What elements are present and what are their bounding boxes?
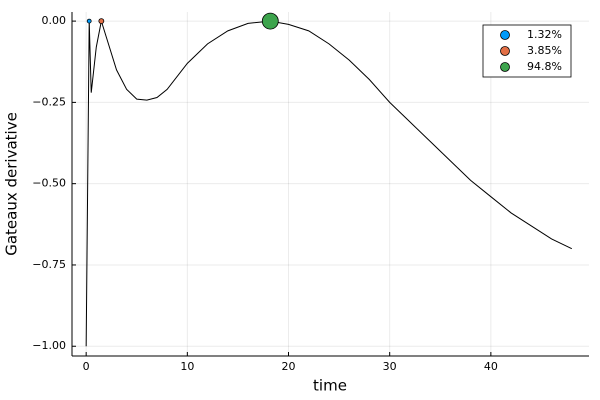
line: [85, 20, 573, 347]
y-tick-label: 0.00: [42, 14, 67, 27]
y-axis-label: Gateaux derivative: [3, 112, 21, 256]
y-tick-label: −0.25: [32, 95, 66, 108]
x-tick-label: 0: [83, 360, 90, 373]
legend-label: 94.8%: [527, 60, 562, 73]
x-tick-label: 40: [484, 360, 498, 373]
y-tick-label: −0.50: [32, 177, 66, 190]
y-tick-label: −0.75: [32, 258, 66, 271]
x-tick-label: 30: [383, 360, 397, 373]
x-tick-label: 20: [282, 360, 296, 373]
x-tick-label: 10: [180, 360, 194, 373]
legend-box: [482, 24, 572, 78]
point: [86, 18, 92, 24]
point: [98, 18, 105, 25]
point: [261, 12, 279, 30]
legend-label: 1.32%: [527, 28, 562, 41]
x-axis-label: time: [313, 377, 347, 395]
legend-marker: [500, 62, 510, 72]
legend-marker: [500, 46, 510, 56]
y-tick-label: −1.00: [32, 339, 66, 352]
legend-marker: [500, 30, 510, 40]
legend-label: 3.85%: [527, 44, 562, 57]
